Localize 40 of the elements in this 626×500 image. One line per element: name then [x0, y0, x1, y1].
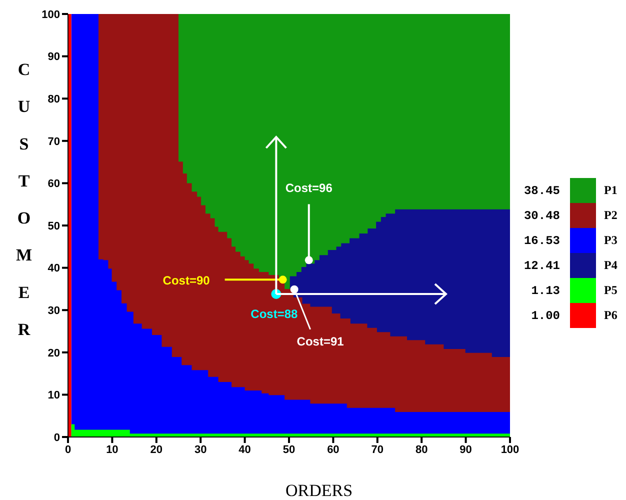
x-tick-label: 40: [238, 444, 251, 456]
legend-label: P1: [604, 183, 618, 198]
y-tick-label: 100: [42, 8, 60, 21]
x-tick-label: 90: [460, 444, 472, 456]
y-axis-title: CUSTOMER: [16, 60, 32, 339]
legend-label: P3: [604, 233, 618, 248]
x-tick-label: 20: [150, 444, 163, 456]
legend-label: P2: [604, 208, 618, 223]
annotation: Cost=91: [296, 334, 344, 348]
annotation: Cost=88: [250, 307, 298, 322]
x-tick-label: 50: [282, 444, 296, 456]
y-tick-label: 30: [48, 305, 60, 318]
legend-label: P6: [604, 308, 618, 323]
x-tick-label: 60: [327, 444, 340, 456]
x-tick-label: 0: [64, 444, 72, 456]
y-tick-label: 90: [48, 51, 60, 64]
y-tick-label: 0: [54, 432, 60, 444]
annotation: Cost=90: [162, 274, 210, 288]
x-tick-label: 80: [415, 444, 428, 456]
y-tick-label: 60: [48, 178, 60, 190]
annotation: Cost=96: [285, 181, 333, 196]
text: 1.13: [530, 284, 560, 298]
y-tick-label: 10: [48, 390, 60, 402]
x-tick-label: 30: [194, 444, 207, 456]
x-tick-label: 100: [500, 444, 520, 456]
x-axis-title: ORDERS: [285, 481, 353, 500]
y-tick-label: 40: [48, 262, 60, 275]
text: 1.00: [530, 308, 560, 322]
text: 38.45: [522, 184, 560, 198]
y-tick-label: 70: [48, 136, 60, 148]
text: 16.53: [522, 234, 560, 248]
x-tick-label: 10: [106, 444, 118, 456]
text: 12.41: [522, 258, 560, 272]
legend-label: P5: [604, 283, 618, 298]
y-tick-label: 20: [48, 347, 60, 360]
y-tick-label: 50: [48, 220, 60, 232]
y-tick-label: 80: [48, 94, 60, 106]
legend-label: P4: [604, 258, 618, 273]
x-tick-label: 70: [371, 444, 384, 456]
text: 30.48: [522, 208, 560, 222]
